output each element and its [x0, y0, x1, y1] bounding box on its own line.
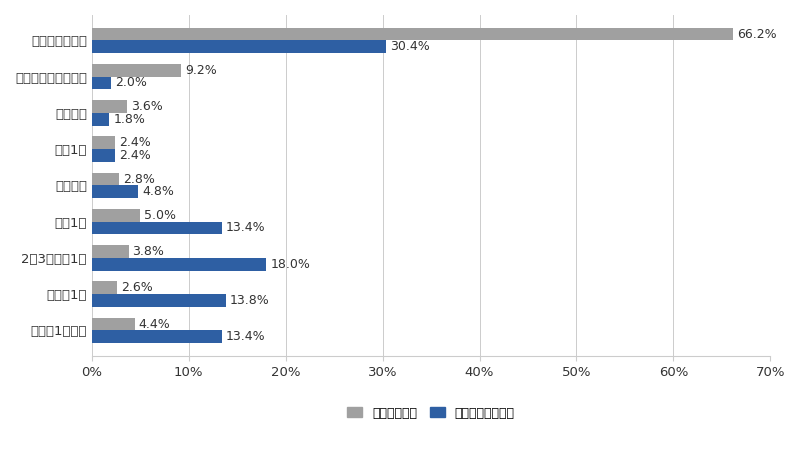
Legend: 自動掃除機能, 洗濃槽クリーナー: 自動掃除機能, 洗濃槽クリーナー	[342, 402, 520, 425]
Text: 1.8%: 1.8%	[113, 113, 145, 126]
Text: 3.8%: 3.8%	[133, 245, 165, 258]
Text: 4.8%: 4.8%	[142, 185, 174, 198]
Text: 3.6%: 3.6%	[130, 100, 162, 113]
Bar	[92, 294, 226, 307]
Bar	[92, 136, 115, 149]
Bar	[92, 40, 386, 53]
Bar	[92, 318, 134, 331]
Text: 2.0%: 2.0%	[115, 77, 147, 90]
Text: 2.8%: 2.8%	[123, 172, 154, 185]
Bar	[92, 113, 110, 126]
Text: 13.8%: 13.8%	[230, 294, 270, 307]
Bar	[92, 282, 117, 294]
Bar	[92, 100, 126, 113]
Bar	[92, 185, 138, 198]
Bar	[92, 64, 181, 77]
Text: 4.4%: 4.4%	[138, 318, 170, 331]
Bar	[92, 258, 266, 270]
Text: 2.4%: 2.4%	[119, 136, 150, 149]
Text: 66.2%: 66.2%	[738, 28, 777, 41]
Text: 5.0%: 5.0%	[144, 209, 176, 222]
Text: 13.4%: 13.4%	[226, 330, 266, 343]
Text: 2.4%: 2.4%	[119, 149, 150, 162]
Bar	[92, 331, 222, 343]
Bar	[92, 173, 119, 185]
Text: 30.4%: 30.4%	[390, 40, 430, 53]
Bar	[92, 77, 111, 89]
Bar	[92, 245, 129, 258]
Bar	[92, 28, 734, 40]
Bar	[92, 222, 222, 234]
Bar	[92, 149, 115, 162]
Text: 9.2%: 9.2%	[185, 64, 217, 77]
Bar	[92, 209, 140, 222]
Text: 2.6%: 2.6%	[121, 281, 153, 294]
Text: 18.0%: 18.0%	[270, 258, 310, 271]
Text: 13.4%: 13.4%	[226, 221, 266, 234]
